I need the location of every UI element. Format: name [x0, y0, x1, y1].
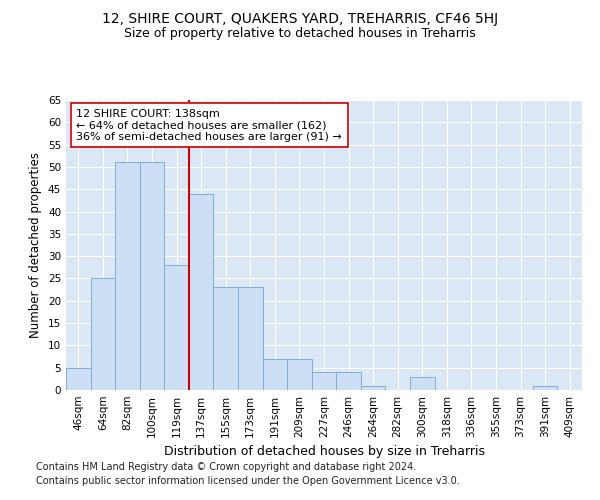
Bar: [91, 278, 115, 390]
Bar: [238, 288, 263, 390]
Bar: [287, 359, 312, 390]
Text: 12 SHIRE COURT: 138sqm
← 64% of detached houses are smaller (162)
36% of semi-de: 12 SHIRE COURT: 138sqm ← 64% of detached…: [76, 108, 342, 142]
Text: 12, SHIRE COURT, QUAKERS YARD, TREHARRIS, CF46 5HJ: 12, SHIRE COURT, QUAKERS YARD, TREHARRIS…: [102, 12, 498, 26]
Bar: [140, 162, 164, 390]
Text: Size of property relative to detached houses in Treharris: Size of property relative to detached ho…: [124, 28, 476, 40]
Text: Contains public sector information licensed under the Open Government Licence v3: Contains public sector information licen…: [36, 476, 460, 486]
Bar: [66, 368, 91, 390]
Bar: [312, 372, 336, 390]
X-axis label: Distribution of detached houses by size in Treharris: Distribution of detached houses by size …: [163, 446, 485, 458]
Y-axis label: Number of detached properties: Number of detached properties: [29, 152, 43, 338]
Bar: [336, 372, 361, 390]
Text: Contains HM Land Registry data © Crown copyright and database right 2024.: Contains HM Land Registry data © Crown c…: [36, 462, 416, 472]
Bar: [361, 386, 385, 390]
Bar: [214, 288, 238, 390]
Bar: [189, 194, 214, 390]
Bar: [263, 359, 287, 390]
Bar: [410, 376, 434, 390]
Bar: [115, 162, 140, 390]
Bar: [164, 265, 189, 390]
Bar: [533, 386, 557, 390]
